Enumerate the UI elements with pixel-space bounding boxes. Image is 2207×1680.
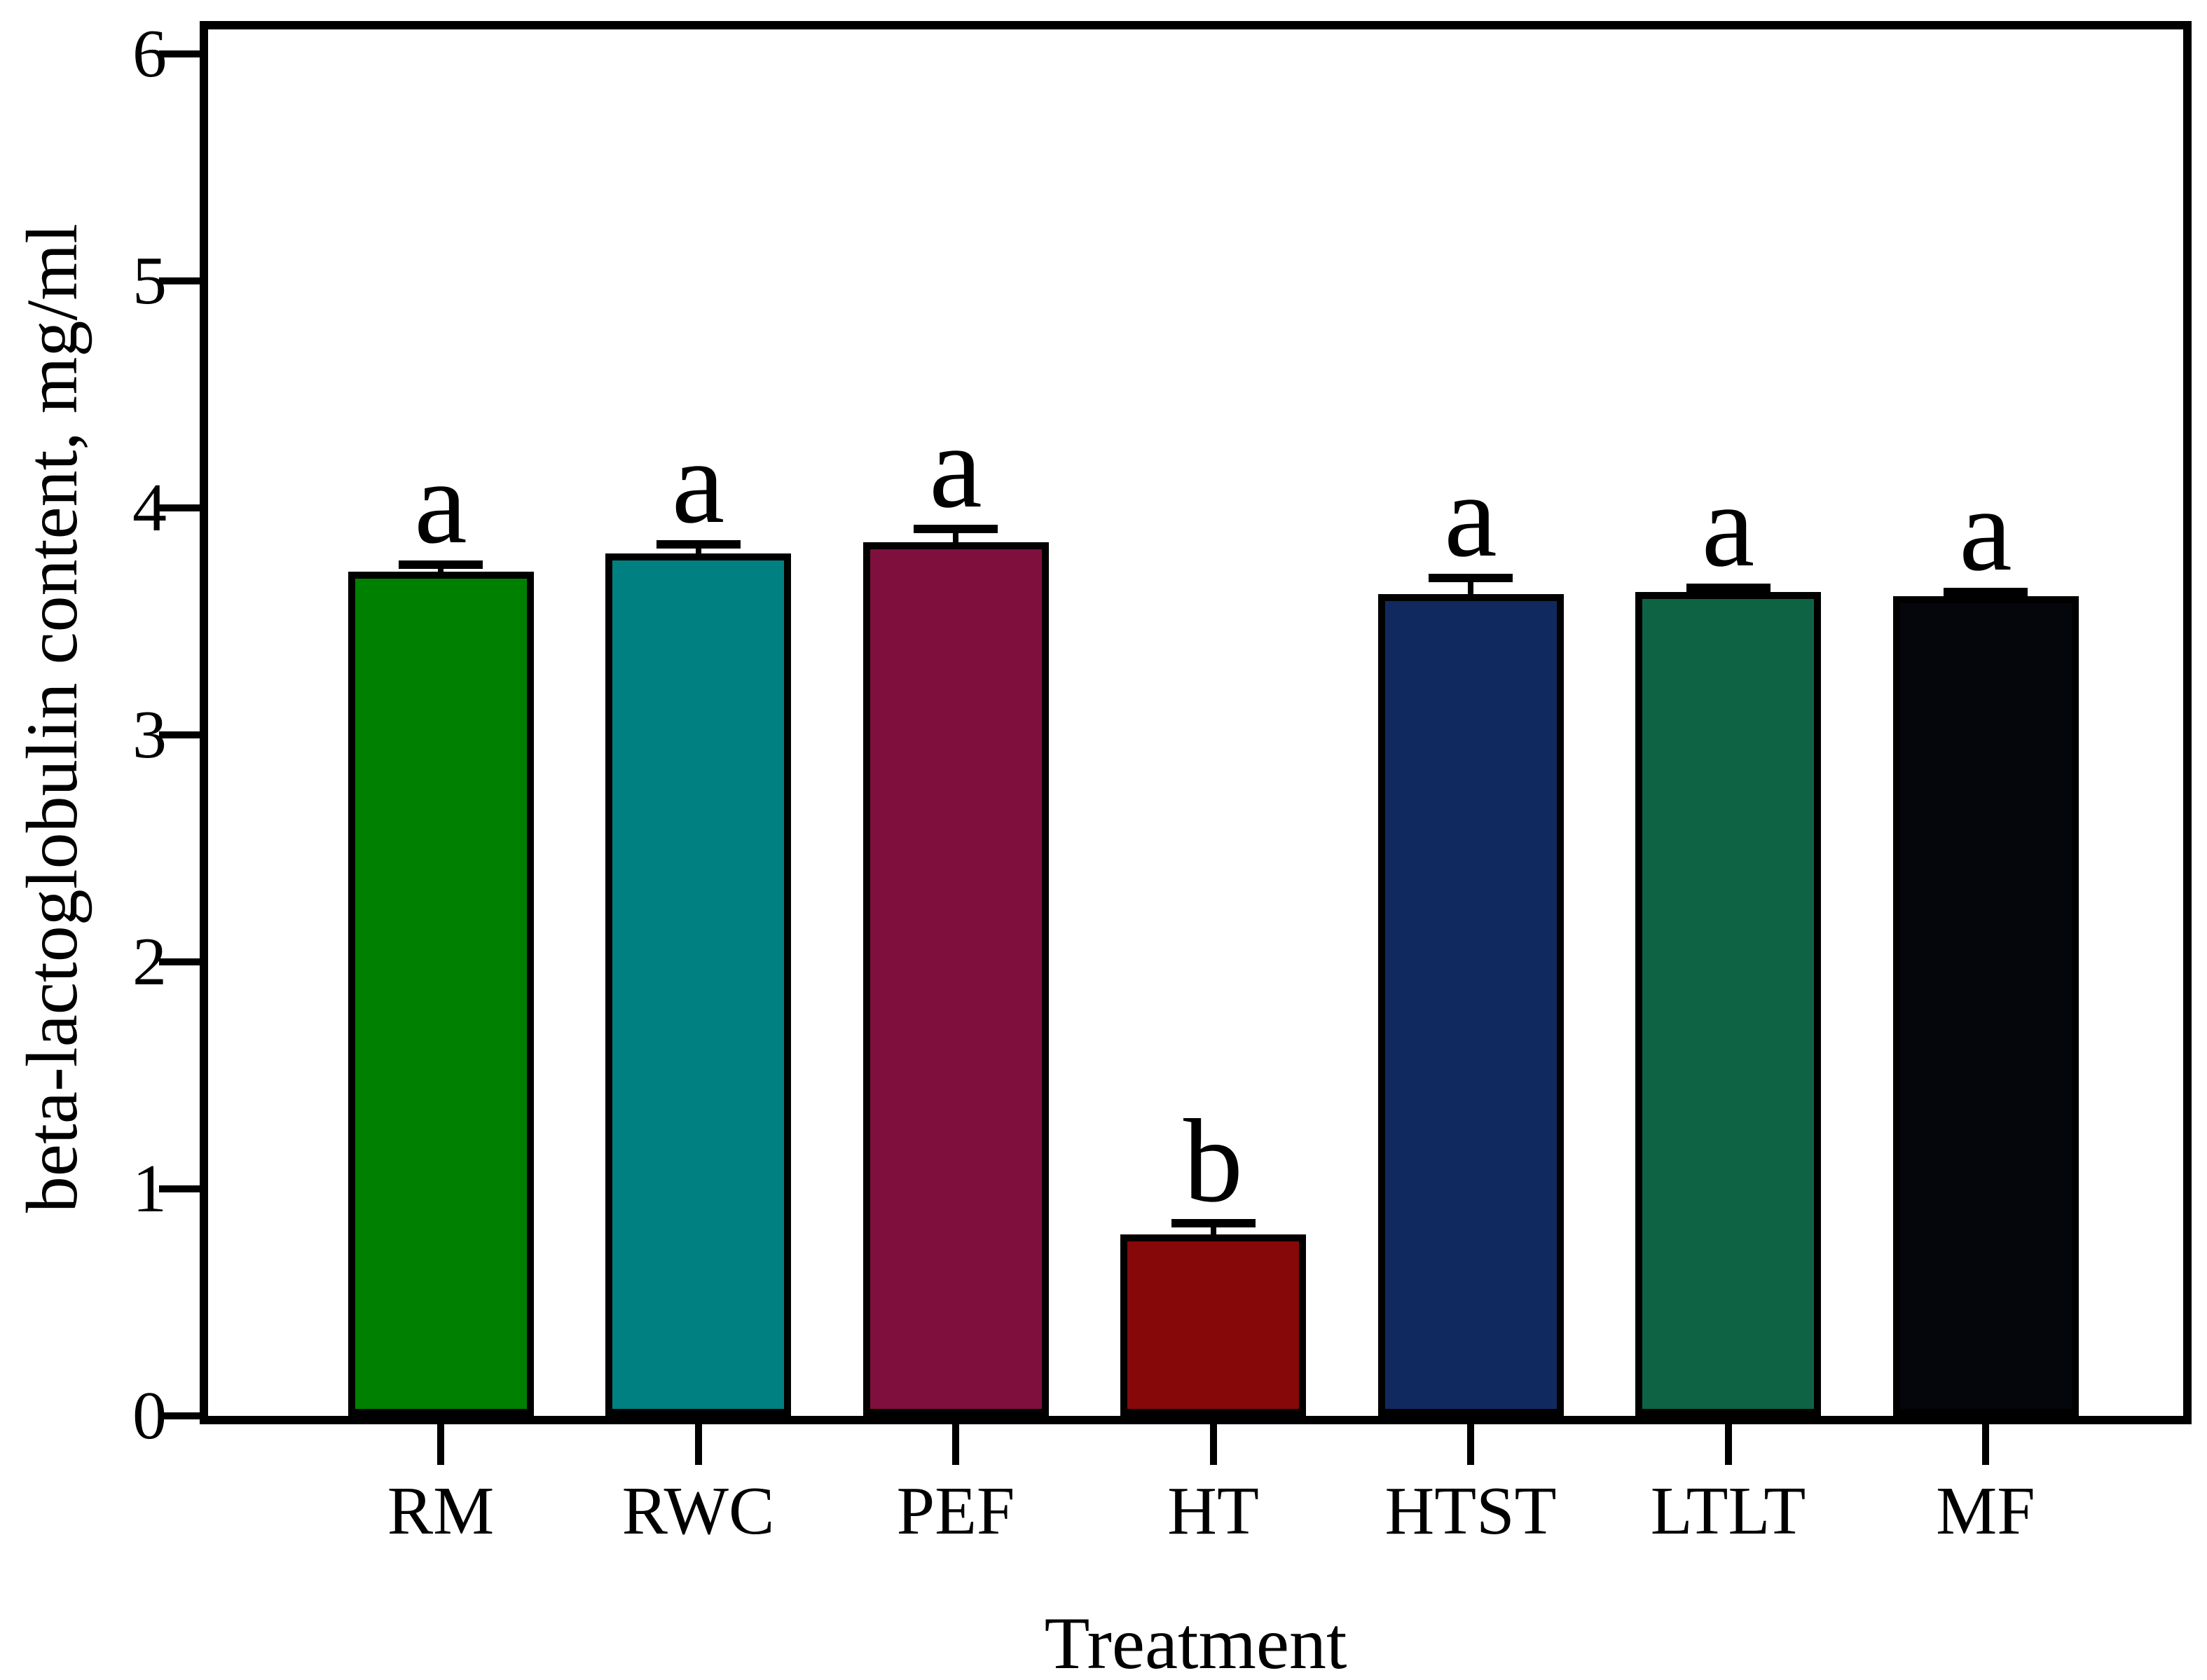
y-tick (159, 731, 200, 738)
bar (1120, 1234, 1306, 1416)
significance-letter: b (1183, 1095, 1243, 1227)
bar (862, 542, 1049, 1416)
y-tick-label: 5 (132, 243, 167, 319)
x-tick-label: MF (1936, 1473, 2035, 1549)
error-bar-stem (695, 544, 701, 553)
x-tick (1467, 1424, 1474, 1465)
bar (605, 553, 791, 1416)
y-tick-label: 0 (132, 1378, 167, 1454)
y-tick (159, 50, 200, 57)
significance-letter: a (671, 416, 725, 548)
bar (1892, 596, 2079, 1416)
bar (1377, 594, 1564, 1416)
significance-letter: a (414, 436, 467, 568)
x-axis-title: Treatment (1044, 1602, 1347, 1680)
x-tick (1724, 1424, 1732, 1465)
error-bar-cap (399, 560, 483, 569)
error-bar-cap (1944, 588, 2028, 596)
x-tick-label: LTLT (1650, 1473, 1806, 1549)
significance-letter: a (1444, 450, 1497, 581)
x-tick (694, 1424, 702, 1465)
error-bar-cap (1429, 574, 1513, 582)
error-bar-stem (1210, 1223, 1216, 1234)
x-tick-label: HT (1167, 1473, 1259, 1549)
x-tick-label: HTST (1384, 1473, 1557, 1549)
significance-letter: a (1701, 460, 1755, 591)
y-tick (159, 504, 200, 511)
error-bar-stem (953, 529, 958, 542)
x-tick-label: RWC (621, 1473, 775, 1549)
error-bar-stem (1468, 578, 1473, 594)
x-tick (1982, 1424, 1989, 1465)
bar (1635, 592, 1821, 1416)
y-tick (159, 1185, 200, 1192)
y-tick (159, 277, 200, 284)
y-tick-label: 6 (132, 16, 167, 92)
significance-letter: a (1959, 464, 2012, 595)
x-tick (437, 1424, 444, 1465)
error-bar-cap (1686, 584, 1771, 592)
y-tick-label: 2 (132, 924, 167, 1000)
error-bar-cap (1171, 1219, 1256, 1227)
x-tick (952, 1424, 959, 1465)
y-tick-label: 1 (132, 1151, 167, 1227)
x-tick-label: RM (387, 1473, 495, 1549)
error-bar-cap (656, 540, 741, 549)
bar (348, 572, 534, 1416)
plot-area-frame (200, 21, 2192, 1424)
significance-letter: a (929, 401, 982, 532)
x-tick-label: PEF (896, 1473, 1015, 1549)
y-tick-label: 3 (132, 697, 167, 773)
x-tick (1209, 1424, 1217, 1465)
error-bar-cap (914, 525, 998, 533)
y-tick (159, 1412, 200, 1419)
y-tick (159, 958, 200, 965)
y-tick-label: 4 (132, 470, 167, 546)
